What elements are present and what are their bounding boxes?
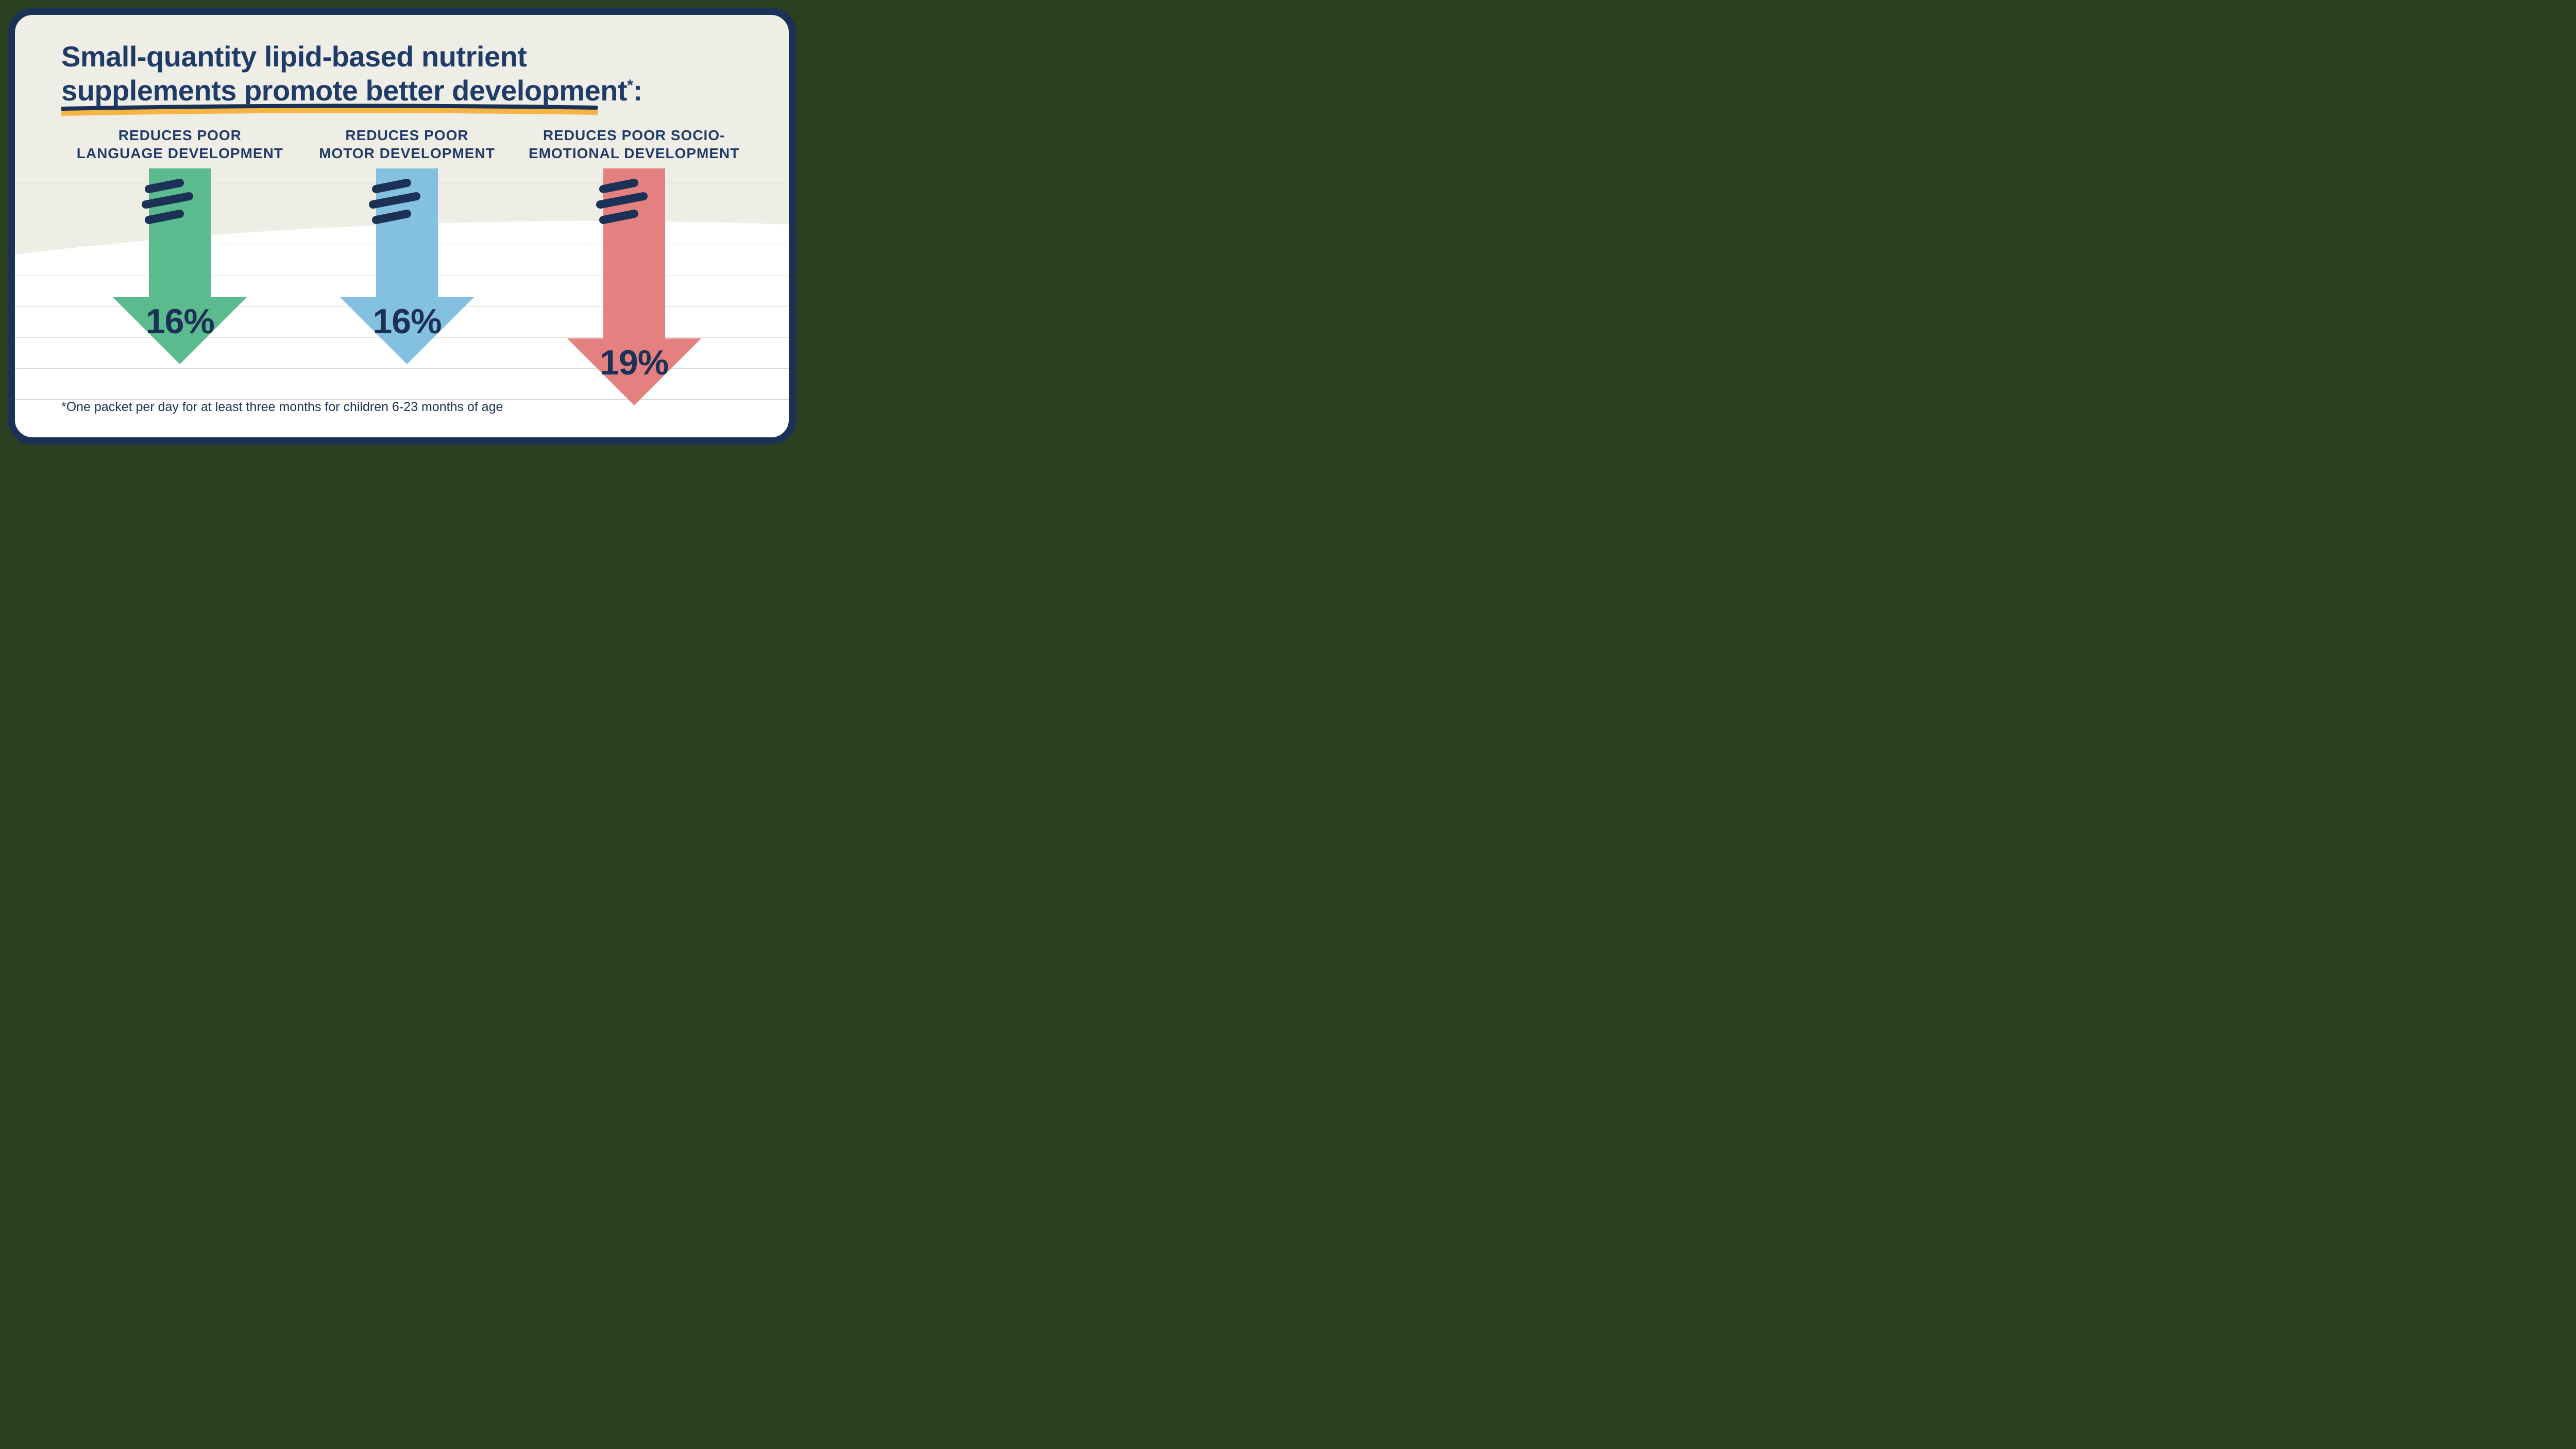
label-line: LANGUAGE DEVELOPMENT — [77, 145, 283, 161]
page-title: Small-quantity lipid-based nutrient supp… — [61, 40, 642, 108]
title-line-2: supplements promote better development — [61, 74, 627, 107]
percent-value: 19% — [600, 343, 668, 383]
column-label: REDUCES POOR MOTOR DEVELOPMENT — [319, 126, 495, 162]
column-socio-emotional: REDUCES POOR SOCIO- EMOTIONAL DEVELOPMEN… — [520, 126, 748, 405]
title-asterisk: * — [627, 76, 633, 94]
content-area: Small-quantity lipid-based nutrient supp… — [15, 15, 789, 437]
label-line: REDUCES POOR — [345, 127, 468, 143]
column-label: REDUCES POOR SOCIO- EMOTIONAL DEVELOPMEN… — [529, 126, 739, 162]
label-line: EMOTIONAL DEVELOPMENT — [529, 145, 739, 161]
columns-row: REDUCES POOR LANGUAGE DEVELOPMENT 16% — [61, 126, 753, 405]
arrow-wrap: 16% — [108, 168, 252, 364]
column-motor: REDUCES POOR MOTOR DEVELOPMENT 16% — [294, 126, 521, 364]
infographic-card: Small-quantity lipid-based nutrient supp… — [8, 8, 796, 445]
label-line: REDUCES POOR — [118, 127, 242, 143]
column-language: REDUCES POOR LANGUAGE DEVELOPMENT 16% — [66, 126, 294, 364]
label-line: MOTOR DEVELOPMENT — [319, 145, 495, 161]
footnote: *One packet per day for at least three m… — [61, 400, 503, 415]
title-line-1: Small-quantity lipid-based nutrient — [61, 40, 527, 73]
title-wrap: Small-quantity lipid-based nutrient supp… — [61, 40, 642, 108]
arrow-wrap: 16% — [335, 168, 479, 364]
percent-value: 16% — [146, 301, 214, 342]
percent-value: 16% — [372, 301, 441, 342]
column-label: REDUCES POOR LANGUAGE DEVELOPMENT — [77, 126, 283, 162]
arrow-wrap: 19% — [562, 168, 706, 405]
label-line: REDUCES POOR SOCIO- — [543, 127, 725, 143]
